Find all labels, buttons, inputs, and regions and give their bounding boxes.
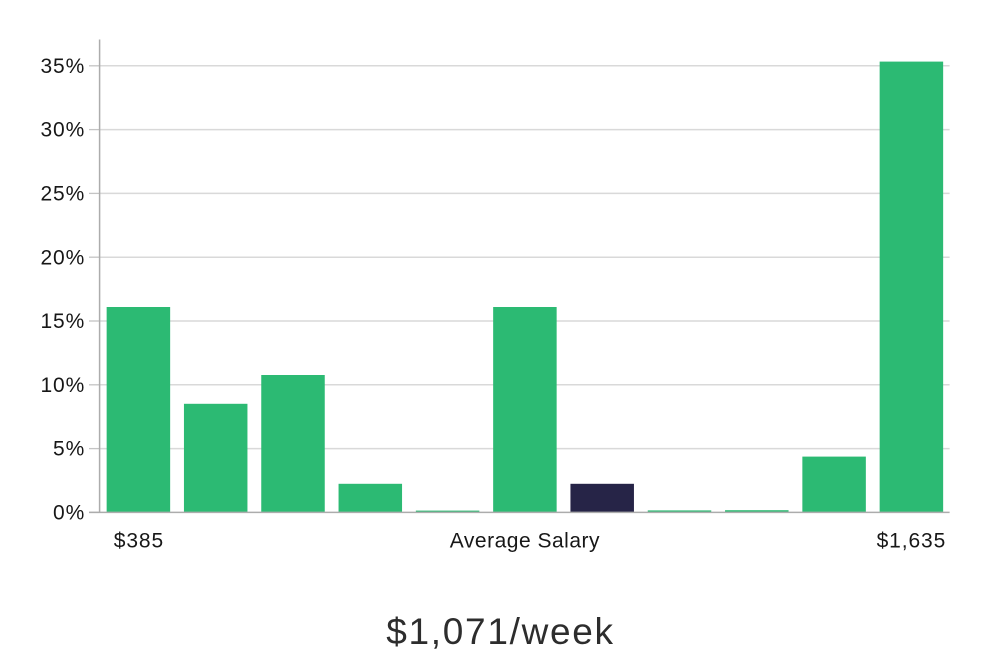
svg-text:0%: 0% — [53, 502, 85, 525]
svg-text:$385: $385 — [114, 530, 164, 553]
svg-text:20%: 20% — [40, 246, 85, 269]
svg-text:35%: 35% — [40, 55, 85, 78]
svg-text:15%: 15% — [40, 310, 85, 333]
svg-text:25%: 25% — [40, 183, 85, 206]
svg-text:5%: 5% — [53, 438, 85, 461]
svg-text:10%: 10% — [40, 374, 85, 397]
svg-text:$1,635: $1,635 — [877, 530, 947, 553]
svg-text:$1,071/week: $1,071/week — [386, 611, 615, 652]
svg-text:30%: 30% — [40, 119, 85, 142]
svg-text:Average Salary: Average Salary — [450, 530, 600, 553]
